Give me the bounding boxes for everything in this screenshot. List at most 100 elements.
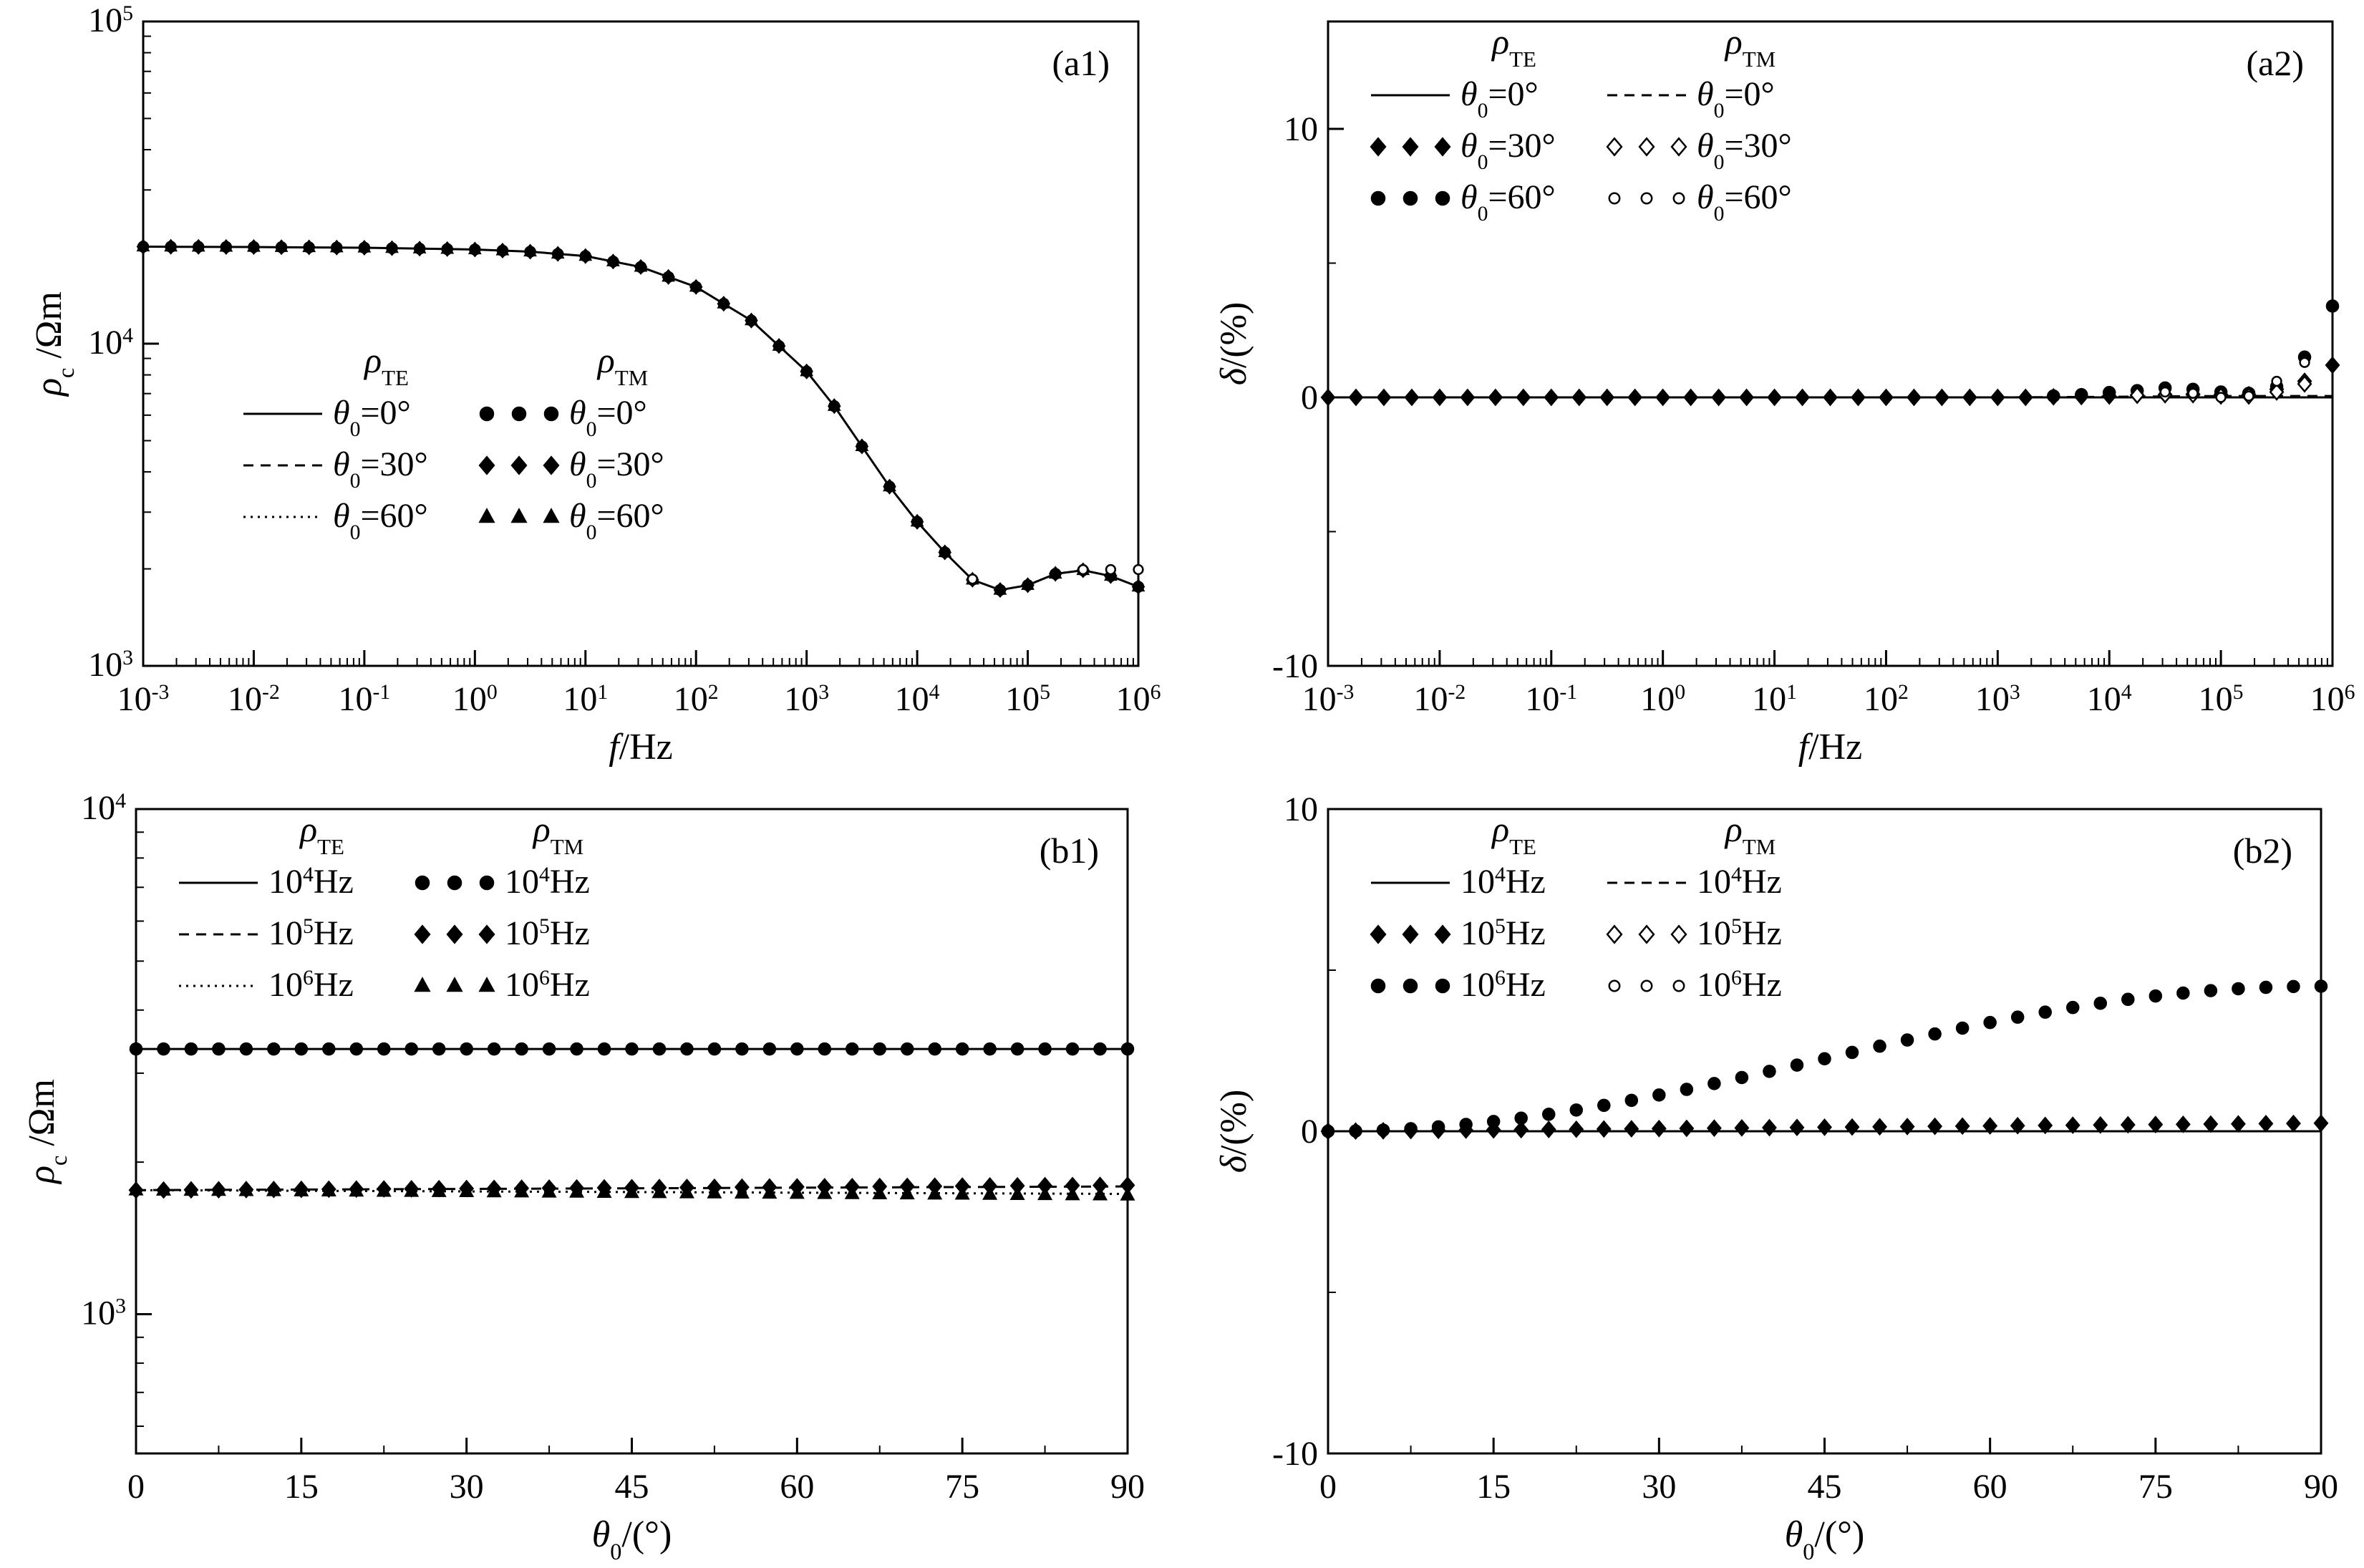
x-tick-label: 0 xyxy=(1319,1468,1337,1506)
data-marker xyxy=(1599,388,1615,407)
data-marker xyxy=(2093,1115,2108,1134)
data-marker xyxy=(294,1042,309,1056)
y-axis-label: ρc /Ωm xyxy=(29,291,79,397)
data-marker xyxy=(1093,1042,1107,1056)
data-marker xyxy=(247,239,261,252)
text-part: 10 xyxy=(1697,863,1731,901)
data-marker xyxy=(2149,989,2163,1003)
data-marker xyxy=(1513,1121,1529,1139)
text-part: 10 xyxy=(1284,110,1318,148)
text-part: Hz xyxy=(550,863,590,901)
text-part: 10 xyxy=(1640,680,1675,718)
data-marker xyxy=(596,1184,612,1199)
data-marker xyxy=(634,259,648,272)
legend-label: 106Hz xyxy=(1697,966,1782,1005)
y-tick-label: 10 xyxy=(1284,110,1318,148)
legend-label: θ0=60° xyxy=(333,497,428,544)
text-part: 0 xyxy=(1319,1468,1337,1506)
text-part: 0 xyxy=(350,469,361,493)
data-marker xyxy=(1927,1117,1943,1136)
data-marker xyxy=(1817,1118,1832,1136)
data-marker xyxy=(2129,386,2145,405)
data-marker xyxy=(1735,1070,1749,1085)
data-marker xyxy=(1872,1118,1887,1136)
legend-marker-swatch xyxy=(447,875,462,891)
text-part: 10 xyxy=(81,1294,115,1332)
text-part: 10 xyxy=(452,680,487,718)
legend-header: ρTE xyxy=(363,340,409,390)
legend-marker-swatch xyxy=(1403,978,1418,994)
x-tick-label: 45 xyxy=(1808,1468,1842,1506)
data-marker xyxy=(1320,388,1336,407)
legend-header: ρTM xyxy=(532,809,584,859)
text-part: -10 xyxy=(1272,647,1318,685)
data-marker xyxy=(955,1042,969,1056)
data-marker xyxy=(2269,383,2285,401)
data-marker xyxy=(1624,1120,1639,1138)
text-part: =60° xyxy=(1724,178,1791,216)
data-marker xyxy=(1571,388,1587,407)
text-part: ρ xyxy=(596,340,615,380)
data-marker xyxy=(1962,388,1977,407)
data-marker xyxy=(1516,388,1531,407)
legend-marker-swatch xyxy=(1670,137,1687,157)
data-marker xyxy=(432,1042,446,1056)
legend-label: 105Hz xyxy=(1460,914,1546,953)
x-axis-label: f/Hz xyxy=(1798,727,1863,768)
y-axis-ticks: -10 0 10 xyxy=(1272,110,1344,685)
data-marker xyxy=(800,364,814,377)
legend-marker-swatch xyxy=(510,508,528,523)
x-tick-label: 75 xyxy=(2138,1468,2173,1506)
data-marker xyxy=(1734,1118,1750,1137)
data-marker xyxy=(1679,1119,1695,1138)
text-part: 10 xyxy=(88,324,122,362)
text-part: -3 xyxy=(152,680,170,704)
data-marker xyxy=(1879,388,1894,407)
data-marker xyxy=(2259,980,2273,994)
text-part: θ xyxy=(1460,127,1478,165)
x-tick-label: 100 xyxy=(1640,680,1685,719)
data-marker xyxy=(515,1042,528,1056)
text-part: 0 xyxy=(1714,150,1725,174)
data-marker xyxy=(155,1181,171,1196)
text-part: 6 xyxy=(539,966,550,989)
text-part: 10 xyxy=(895,680,929,718)
data-marker xyxy=(872,1185,888,1199)
legend-label: 104Hz xyxy=(268,863,354,901)
text-part: -2 xyxy=(1448,680,1466,704)
legend-marker-swatch xyxy=(510,455,528,475)
data-marker xyxy=(157,1042,170,1056)
data-marker xyxy=(927,1186,943,1200)
panel-a2: 10-3 10-2 10-1 100 101 102 103 104 105 106-10010f… xyxy=(1214,20,2355,768)
x-tick-label: 60 xyxy=(780,1468,814,1506)
data-marker xyxy=(745,313,758,326)
text-part: =60° xyxy=(360,497,427,535)
data-marker xyxy=(827,398,841,411)
text-part: 10 xyxy=(1864,680,1898,718)
legend-marker-swatch xyxy=(478,924,495,944)
y-label-symbol: δ xyxy=(1214,1155,1254,1173)
data-marker xyxy=(762,1185,777,1199)
x-tick-label: 104 xyxy=(2087,680,2132,719)
data-marker xyxy=(1544,388,1559,407)
text-part: 75 xyxy=(2138,1468,2173,1506)
data-marker xyxy=(440,241,455,254)
text-part: 5 xyxy=(539,914,550,938)
data-marker xyxy=(2065,1116,2080,1134)
text-part: ρ xyxy=(1724,809,1743,849)
y-label-sub: c xyxy=(53,368,79,378)
x-tick-label: 10-2 xyxy=(228,680,280,719)
text-part: 5 xyxy=(1731,914,1742,938)
text-part: 10 xyxy=(81,789,115,827)
text-part: 0 xyxy=(1301,379,1318,417)
data-marker xyxy=(1982,1117,1998,1135)
data-marker xyxy=(542,1042,556,1056)
data-marker xyxy=(267,1042,281,1056)
text-part: Hz xyxy=(1742,914,1782,952)
legend-marker-swatch xyxy=(543,508,560,523)
data-marker xyxy=(1851,388,1866,407)
data-marker xyxy=(910,514,924,527)
text-part: =30° xyxy=(596,445,664,483)
x-label-unit: /Hz xyxy=(619,727,673,768)
legend-label: 104Hz xyxy=(1460,863,1546,901)
